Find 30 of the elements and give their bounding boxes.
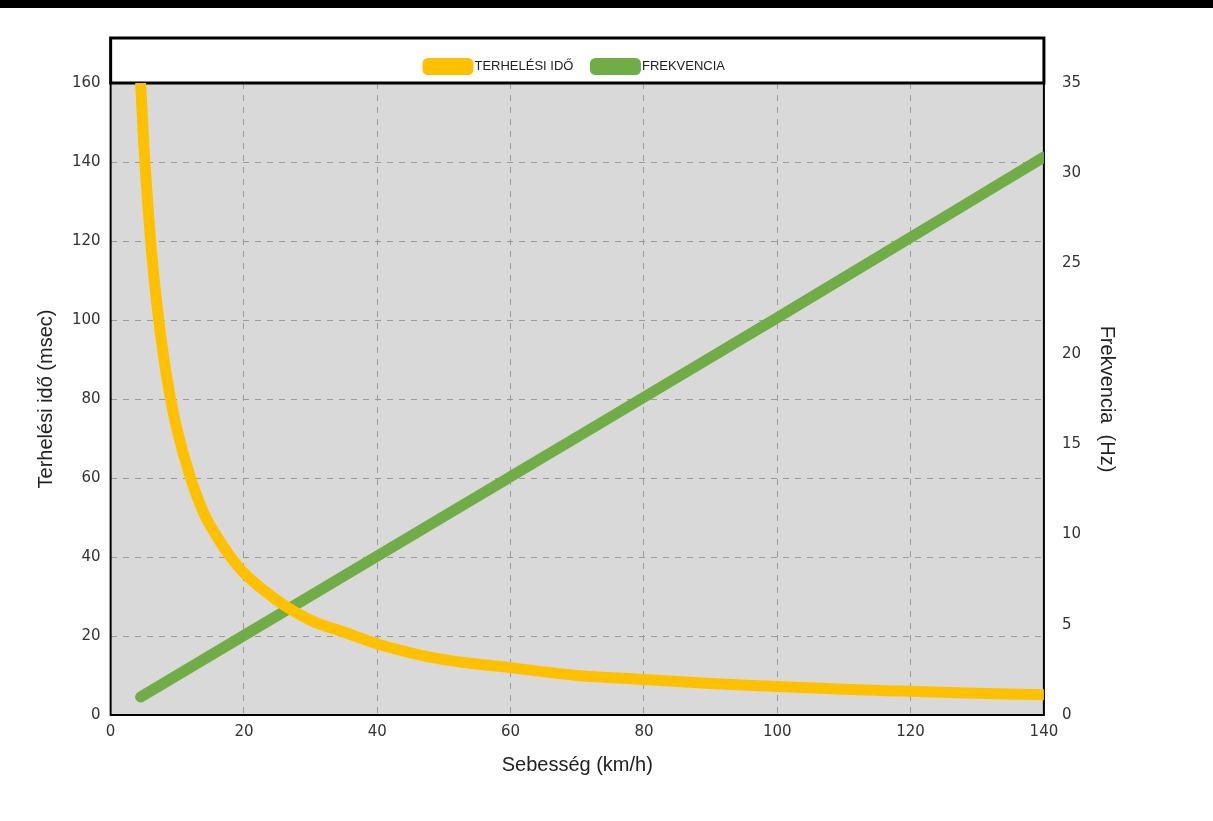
- y-tick-label: 40: [81, 546, 101, 565]
- y-axis-title: Terhelési idő (msec): [33, 309, 56, 489]
- x-tick-label: 40: [367, 721, 387, 740]
- y-tick-label: 60: [81, 467, 101, 486]
- x-tick-label: 120: [896, 721, 925, 740]
- y2-tick-label: 35: [1061, 72, 1082, 91]
- y2-tick-label: 15: [1061, 434, 1082, 453]
- y2-tick-label: 30: [1061, 163, 1082, 182]
- y-tick-label: 20: [81, 625, 101, 644]
- y-tick-label: 160: [71, 72, 101, 91]
- legend-label: TERHELÉSI IDŐ: [474, 58, 574, 74]
- y-tick-label: 100: [71, 309, 101, 328]
- y-tick-label: 0: [91, 704, 101, 723]
- legend-label: FREKVENCIA: [641, 58, 726, 74]
- x-tick-label: 100: [762, 721, 792, 740]
- x-tick-label: 20: [234, 721, 254, 740]
- y2-tick-label: 10: [1061, 524, 1082, 543]
- y2-tick-label: 25: [1061, 253, 1082, 272]
- x-tick-label: 0: [105, 721, 116, 740]
- x-axis-title: Sebesség (km/h): [501, 752, 653, 775]
- y2-tick-label: 5: [1061, 614, 1072, 633]
- y2-tick-label: 20: [1061, 343, 1082, 362]
- y2-tick-label: 0: [1061, 704, 1072, 723]
- x-tick-label: 140: [1029, 721, 1059, 740]
- y-tick-label: 80: [81, 388, 101, 407]
- y-tick-label: 120: [71, 230, 101, 249]
- x-tick-label: 60: [501, 721, 521, 740]
- y-tick-label: 140: [71, 151, 101, 170]
- x-tick-label: 80: [634, 721, 654, 740]
- y2-axis-title: Frekvencia (Hz): [1097, 325, 1120, 473]
